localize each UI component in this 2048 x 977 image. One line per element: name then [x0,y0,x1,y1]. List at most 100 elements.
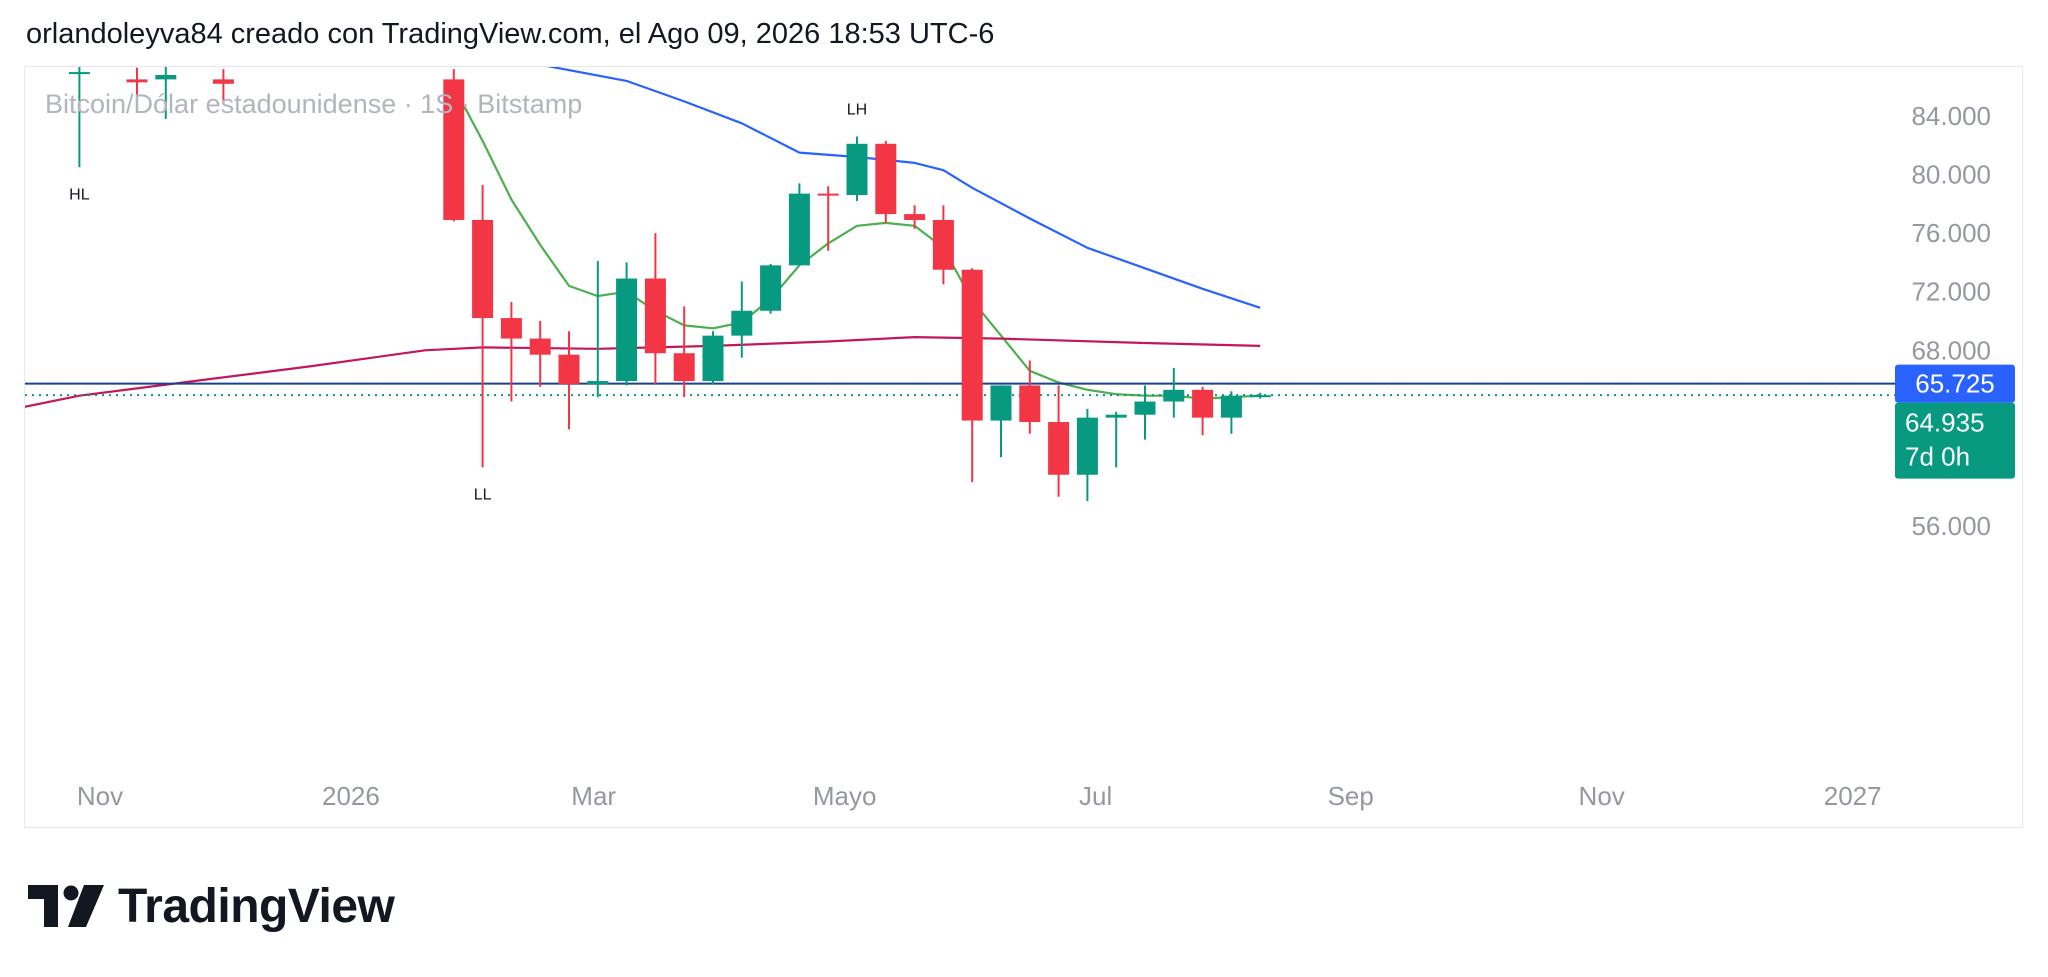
candle-body [702,335,724,382]
candle[interactable] [443,69,465,222]
candle[interactable] [673,306,695,398]
candle-body [760,265,782,311]
bar-countdown-label: 7d 0h [1905,442,1970,472]
candle[interactable] [731,281,753,358]
candle[interactable] [1076,408,1098,502]
series-line-sma-long [25,336,1261,408]
level-price-label: 65.725 [1915,369,1995,399]
candle[interactable] [961,268,983,483]
candle[interactable] [1105,411,1127,468]
brand-name: TradingView [118,879,395,933]
candle[interactable] [529,321,551,387]
candle-body [904,214,926,220]
price-badges: 65.725 64.935 7d 0h [1895,364,2015,479]
candle-body [817,193,839,196]
candle-body [1076,417,1098,475]
series-line-ema-fast [452,86,1261,400]
candle[interactable] [1192,386,1214,436]
candle[interactable] [1249,392,1271,399]
candle-body [932,219,954,270]
candle[interactable] [990,385,1012,458]
candle[interactable] [788,183,810,266]
candle-body [500,318,522,339]
candle[interactable] [1019,360,1041,434]
candle[interactable] [1163,367,1185,418]
candle[interactable] [932,205,954,285]
candle-body [126,79,148,83]
candle-body [1249,395,1271,398]
candle[interactable] [155,67,177,119]
series-line-ema-mid [546,67,1261,309]
candle[interactable] [500,301,522,402]
candles [68,67,1271,502]
candle-body [155,75,177,80]
candle-body [212,79,234,84]
candle-body [1134,401,1156,415]
tradingview-branding: TradingView [28,878,395,934]
candle-body [673,353,695,382]
x-tick-label: Mayo [813,781,877,811]
candle-body [644,278,666,354]
candle-body [1019,385,1041,423]
annotation-label: HL [69,186,90,203]
candle[interactable] [616,262,638,386]
annotation-label: LH [847,102,867,119]
candle[interactable] [472,184,494,468]
candle[interactable] [875,140,897,223]
candle-body [1105,414,1127,418]
level-price-badge [1895,364,2015,403]
current-price-badge [1895,402,2015,479]
candle-body [1220,395,1242,418]
y-tick-label: 76.000 [1911,218,1991,248]
y-tick-label: 68.000 [1911,335,1991,365]
candle[interactable] [1220,391,1242,434]
candle-body [616,278,638,382]
current-price-label: 64.935 [1905,408,1985,438]
candle-body [990,385,1012,421]
time-axis: Nov 2026 Mar Mayo Jul Sep Nov 2027 [77,781,1882,811]
candle-body [558,354,580,384]
x-tick-label: Nov [1579,781,1625,811]
symbol-title: Bitcoin/Dólar estadounidense · 1S · Bits… [45,89,583,119]
price-axis: 84.00080.00076.00072.00068.00060.00056.0… [1911,101,1991,541]
candle[interactable] [558,331,580,430]
x-tick-label: Mar [571,781,616,811]
y-tick-label: 84.000 [1911,101,1991,131]
annotation-label: LL [474,486,492,503]
tradingview-logo-icon [28,885,104,927]
x-tick-label: Nov [77,781,123,811]
candle[interactable] [126,67,148,97]
candle-body [1192,389,1214,418]
candle[interactable] [904,205,926,229]
candle[interactable] [702,331,724,384]
candle[interactable] [587,260,609,398]
y-tick-label: 56.000 [1911,511,1991,541]
candle-body [788,193,810,266]
candle-body [443,79,465,220]
attribution-header: orlandoleyva84 creado con TradingView.co… [26,18,995,50]
candle[interactable] [644,233,666,384]
candle-body [875,143,897,215]
candle[interactable] [68,67,90,168]
candle[interactable] [760,263,782,314]
candle-body [587,381,609,384]
candle[interactable] [817,186,839,251]
y-tick-label: 80.000 [1911,160,1991,190]
candle[interactable] [1134,385,1156,440]
x-tick-label: Sep [1328,781,1374,811]
candle-body [1163,389,1185,402]
annotations: HL LL LH [69,102,867,504]
x-tick-label: 2026 [322,781,380,811]
candle-body [961,269,983,421]
candle[interactable] [846,136,868,201]
candle-body [472,219,494,319]
x-tick-label: Jul [1079,781,1112,811]
x-tick-label: 2027 [1824,781,1882,811]
candle[interactable] [212,69,234,105]
candle-body [846,143,868,196]
candle-body [1048,422,1070,475]
horizontal-level [25,382,1895,397]
candle[interactable] [1048,385,1070,497]
